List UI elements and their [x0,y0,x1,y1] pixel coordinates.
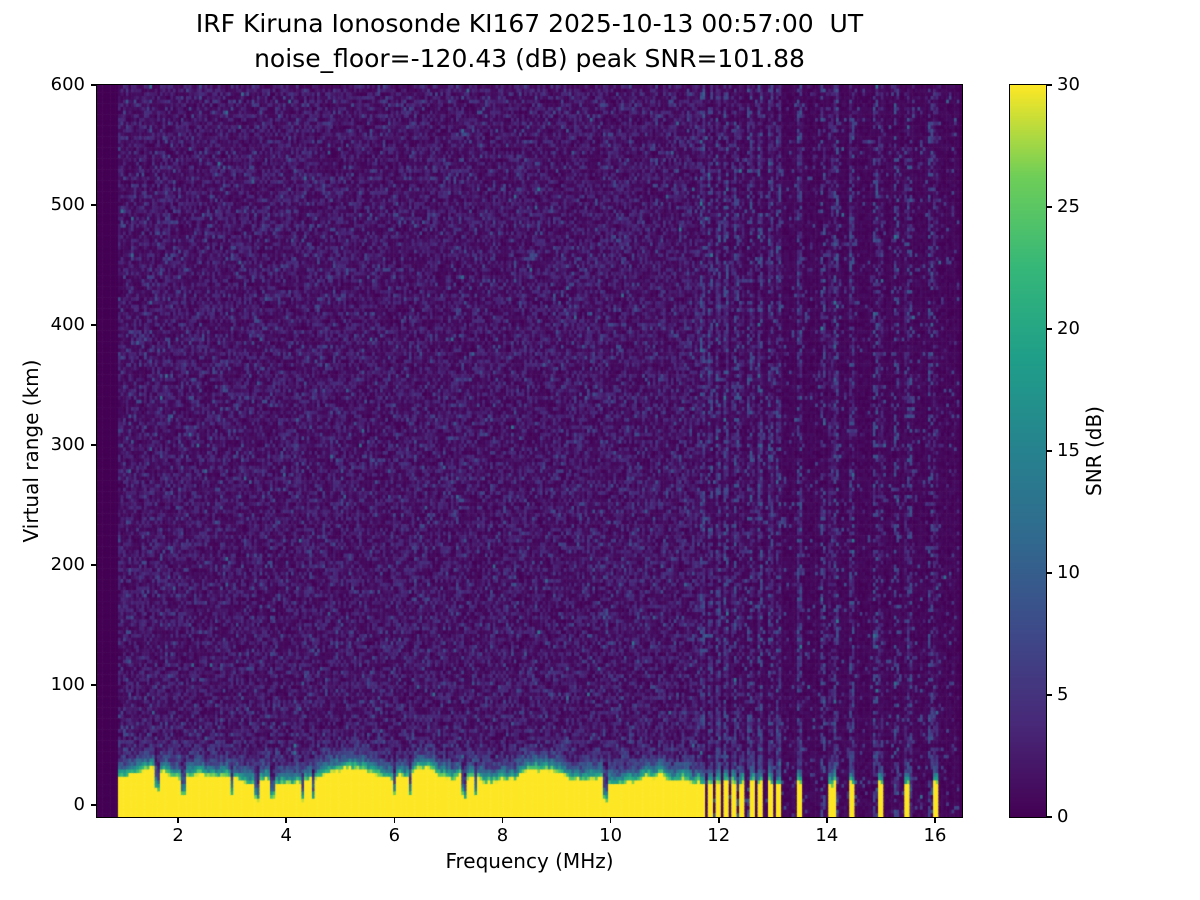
y-tick-mark [91,204,96,206]
y-tick-mark [91,444,96,446]
x-tick-mark [501,818,504,823]
ionogram-heatmap [97,85,962,817]
colorbar-label: SNR (dB) [1082,406,1106,496]
y-tick-mark [91,564,96,566]
y-axis-ticks: 0 100 200 300 400 500 600 [0,74,97,817]
y-axis-label: Virtual range (km) [19,359,43,543]
x-axis-label: Frequency (MHz) [445,849,614,873]
x-tick-mark [177,818,179,823]
colorbar-tick-label: 15 [1057,440,1080,461]
y-tick-label: 300 [50,434,85,455]
y-tick-label: 600 [50,74,85,95]
y-tick-mark [91,804,96,806]
colorbar-tick-mark [1047,450,1052,452]
x-axis-ticks: 2 4 6 8 10 12 14 16 [97,817,962,861]
x-tick-label: 14 [815,825,839,846]
y-tick-mark [91,324,96,326]
y-tick-label: 200 [50,554,85,575]
x-tick-label: 4 [280,825,292,846]
x-tick-label: 10 [599,825,623,846]
colorbar-tick-label: 10 [1057,562,1080,583]
chart-title-line2: noise_floor=-120.43 (dB) peak SNR=101.88 [254,44,805,73]
x-tick-mark [609,818,612,823]
x-tick-label: 2 [172,825,184,846]
chart-title: IRF Kiruna Ionosonde KI167 2025-10-13 00… [97,6,962,76]
colorbar-tick-label: 30 [1057,74,1080,95]
x-tick-label: 6 [388,825,401,846]
y-tick-mark [91,684,96,686]
colorbar-tick-label: 20 [1057,318,1080,339]
y-tick-mark [91,84,96,86]
x-tick-label: 16 [923,825,947,846]
x-tick-label: 8 [496,825,509,846]
colorbar-tick-label: 0 [1057,806,1069,827]
y-tick-label: 500 [50,194,85,215]
colorbar [1010,85,1046,817]
colorbar-tick-label: 5 [1057,684,1069,705]
y-tick-label: 0 [73,794,85,815]
colorbar-tick-mark [1047,816,1052,818]
colorbar-ticks: 0 5 10 15 20 25 30 [1047,74,1117,827]
colorbar-tick-mark [1047,328,1052,330]
x-tick-mark [393,818,396,823]
colorbar-tick-mark [1047,206,1052,208]
x-tick-label: 12 [707,825,731,846]
x-tick-mark [717,818,720,823]
x-tick-mark [934,818,936,823]
colorbar-tick-label: 25 [1057,196,1080,217]
colorbar-tick-mark [1047,572,1052,574]
x-tick-mark [826,818,828,823]
x-tick-mark [285,818,287,823]
y-tick-label: 100 [50,674,85,695]
colorbar-tick-mark [1047,84,1052,86]
chart-title-line1: IRF Kiruna Ionosonde KI167 2025-10-13 00… [195,9,864,38]
y-tick-label: 400 [50,314,85,335]
colorbar-tick-mark [1047,694,1052,696]
